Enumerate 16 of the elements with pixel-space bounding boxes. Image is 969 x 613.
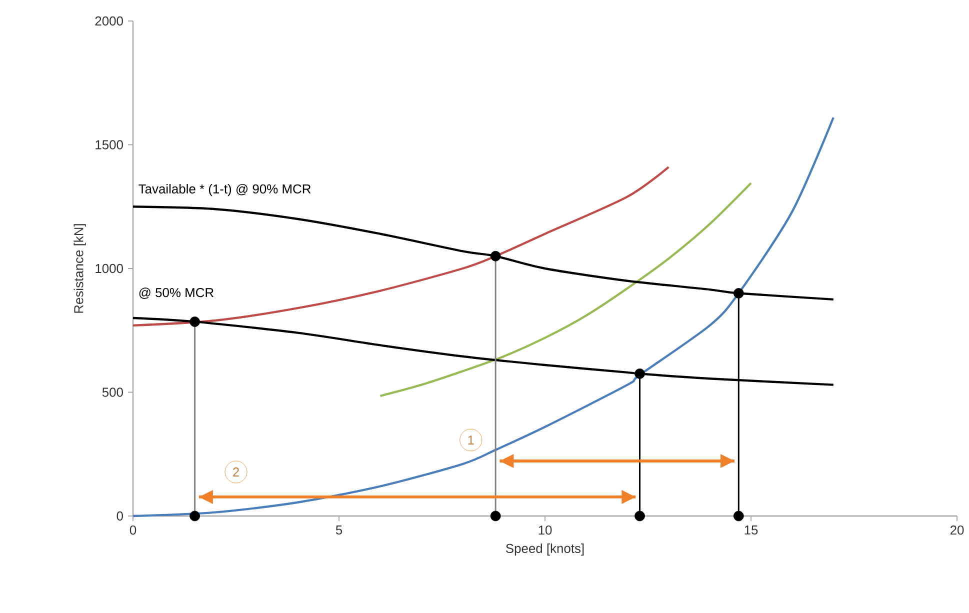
x-tick-label: 5	[336, 526, 342, 535]
x-tick-label: 10	[538, 526, 552, 535]
x-tick-label: 0	[130, 526, 136, 535]
y-tick-label: 500	[102, 388, 123, 397]
y-axis-title: Resistance [kN]	[74, 224, 86, 313]
x-axis-title: Speed [knots]	[506, 544, 584, 556]
y-tick-label: 1000	[96, 264, 123, 274]
x-tick-label: 20	[950, 526, 964, 535]
annotation: 1	[468, 436, 474, 444]
annotation: @ 50% MCR	[139, 288, 214, 299]
y-tick-label: 2000	[95, 16, 123, 26]
y-tick-label: 1500	[96, 140, 123, 150]
annotation: 2	[233, 467, 239, 476]
y-tick-label: 0	[116, 511, 123, 521]
x-tick-label: 15	[744, 526, 758, 535]
annotation: Tavailable * (1-t) @ 90% MCR	[138, 184, 311, 196]
